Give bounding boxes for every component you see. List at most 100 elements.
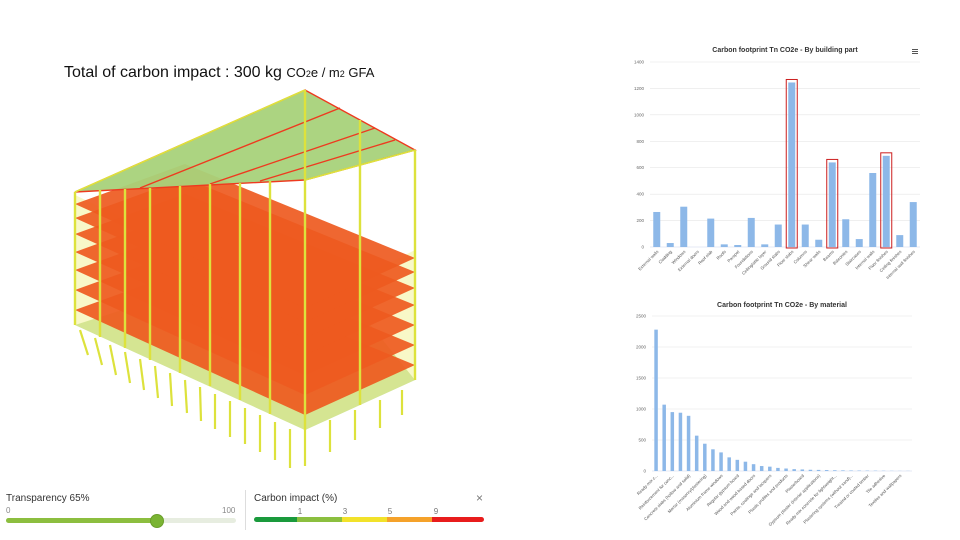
bar[interactable] [680,206,688,247]
bar[interactable] [768,466,772,471]
transparency-slider-fill [6,518,156,523]
bar[interactable] [815,239,823,247]
headline-main: Total of carbon impact : 300 kg [64,64,287,81]
y-tick-label: 1000 [636,407,647,412]
y-tick-label: 0 [641,245,644,250]
bar[interactable] [662,404,666,471]
y-tick-label: 200 [636,218,644,223]
edge-beams [74,89,416,193]
bar[interactable] [792,469,796,471]
x-tick-label: Roofs [715,249,726,260]
transparency-max: 100 [222,506,236,515]
carbon-impact-segment [297,517,342,522]
bar[interactable] [735,459,740,471]
hamburger-menu-icon[interactable] [912,49,918,55]
carbon-impact-tick: 9 [433,507,439,516]
carbon-total-headline: Total of carbon impact : 300 kg CO2e / m… [64,64,374,82]
chart-title: Carbon footprint Tn CO2e - By material [717,302,847,309]
bar[interactable] [703,443,707,471]
y-tick-label: 2500 [636,314,647,319]
bar[interactable] [686,415,691,471]
bar[interactable] [842,219,850,247]
y-tick-label: 0 [643,469,646,474]
x-tick-label: Roof slab [697,249,714,266]
close-icon[interactable]: × [476,491,484,505]
y-tick-label: 1200 [634,86,645,91]
carbon-impact-tick: 5 [387,507,393,516]
unit-sub-m2: 2 [339,69,345,79]
bar-highlight [880,152,893,249]
unit-sub-2: 2 [305,69,311,79]
roof-slab [75,90,415,192]
bar[interactable] [759,466,764,471]
bar[interactable] [654,329,658,471]
y-tick-label: 2000 [636,345,647,350]
transparency-min: 0 [6,506,11,515]
bar[interactable] [774,224,782,247]
transparency-slider[interactable] [6,514,236,528]
x-tick-label: Textiles and wallpapers [868,473,903,508]
unit-co: CO [286,65,306,80]
bar[interactable] [869,173,877,247]
carbon-impact-scale [254,517,484,522]
bar-highlight [785,78,798,249]
carbon-impact-tick: 3 [342,507,348,516]
bar[interactable] [734,245,742,247]
y-tick-label: 500 [638,438,646,443]
carbon-impact-tick: 1 [297,507,303,516]
x-tick-label: External walls [637,249,659,271]
carbon-impact-segment [387,517,432,522]
bar[interactable] [707,218,715,247]
bar[interactable] [776,467,780,471]
columns [73,90,417,430]
y-tick-label: 800 [636,139,644,144]
bar[interactable] [711,449,715,471]
y-tick-label: 400 [636,192,644,197]
y-tick-label: 1400 [634,60,645,65]
bar[interactable] [909,202,917,247]
transparency-slider-thumb[interactable] [149,514,164,528]
bar[interactable] [841,470,845,471]
bar[interactable] [855,239,863,247]
bar[interactable] [678,412,683,471]
bar[interactable] [801,224,809,247]
floor-slabs [75,164,415,415]
bar[interactable] [784,468,788,471]
bar[interactable] [719,452,723,471]
y-tick-label: 600 [636,165,644,170]
chart-by-building-part: Carbon footprint Tn CO2e - By building p… [634,47,920,280]
chart-by-material: Carbon footprint Tn CO2e - By material 0 5… [636,302,912,527]
y-tick-label: 1500 [636,376,647,381]
bar[interactable] [720,244,728,247]
bar[interactable] [800,469,805,471]
bar[interactable] [824,470,829,471]
bar[interactable] [747,217,755,247]
bar[interactable] [670,412,675,471]
bar[interactable] [808,469,813,471]
panel-divider [245,490,246,530]
building-3d-model[interactable] [40,80,440,480]
transparency-label: Transparency 65% [6,493,90,504]
bar[interactable] [828,162,836,247]
y-tick-label: 1000 [634,112,645,117]
bar[interactable] [751,464,756,471]
bar[interactable] [727,457,731,471]
bar[interactable] [653,211,661,247]
unit-mid: e / m [310,65,340,80]
bar[interactable] [882,155,890,247]
bar[interactable] [761,244,769,247]
bar[interactable] [666,243,674,247]
carbon-impact-segment [254,517,297,522]
bar[interactable] [833,470,837,471]
bar[interactable] [694,435,699,471]
bar[interactable] [896,235,904,247]
bar[interactable] [816,469,821,471]
chart-title: Carbon footprint Tn CO2e - By building p… [712,47,858,54]
headline-unit: CO2e / m2 GFA [286,65,374,80]
bar[interactable] [743,461,748,471]
carbon-impact-label: Carbon impact (%) [254,493,338,504]
unit-gfa: GFA [344,65,375,80]
bar[interactable] [788,82,796,247]
bar-highlight [826,158,839,249]
foundation-piles [78,329,404,468]
